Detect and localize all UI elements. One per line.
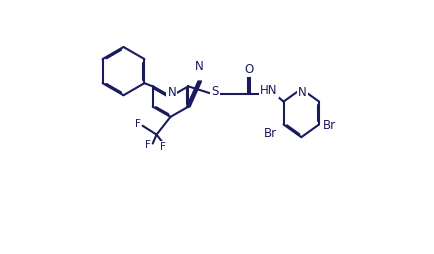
Text: N: N: [167, 86, 176, 99]
Text: F: F: [160, 142, 165, 152]
Text: HN: HN: [260, 84, 277, 97]
Text: Br: Br: [322, 119, 335, 132]
Text: S: S: [211, 85, 218, 98]
Text: F: F: [134, 119, 140, 130]
Text: O: O: [243, 63, 253, 76]
Text: N: N: [298, 86, 306, 99]
Text: F: F: [145, 140, 150, 150]
Text: Br: Br: [264, 127, 277, 140]
Text: N: N: [195, 59, 204, 73]
